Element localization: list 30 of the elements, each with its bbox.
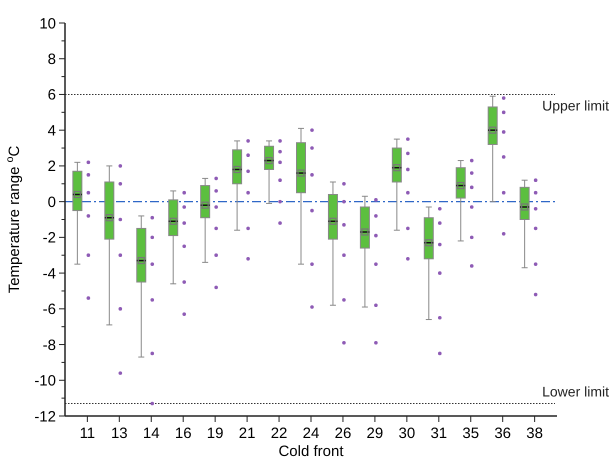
x-tick-label: 22 bbox=[270, 425, 288, 442]
x-axis-title: Cold front bbox=[278, 443, 344, 460]
x-tick-label: 31 bbox=[430, 425, 448, 442]
x-tick-label: 36 bbox=[494, 425, 512, 442]
y-tick-label: -4 bbox=[42, 265, 56, 282]
x-tick-label: 29 bbox=[366, 425, 384, 442]
y-tick-label: -10 bbox=[34, 372, 56, 390]
x-tick-label: 38 bbox=[526, 425, 543, 442]
x-tick-label: 26 bbox=[334, 425, 352, 442]
ref-line-label: Lower limit bbox=[542, 383, 610, 400]
x-tick-label: 19 bbox=[206, 425, 224, 442]
y-tick-label: 10 bbox=[39, 15, 56, 32]
x-tick-label: 35 bbox=[462, 425, 480, 442]
y-tick-label: -8 bbox=[42, 336, 56, 354]
x-tick-label: 24 bbox=[302, 425, 320, 442]
x-tick-label: 16 bbox=[174, 425, 192, 442]
y-tick-label: 0 bbox=[48, 194, 56, 211]
x-tick-label: 14 bbox=[142, 425, 160, 442]
x-tick-label: 30 bbox=[398, 425, 416, 442]
ref-line-label: Upper limit bbox=[542, 97, 610, 114]
y-tick-label: 8 bbox=[48, 50, 56, 68]
x-tick-label: 11 bbox=[80, 425, 96, 442]
x-tick-label: 21 bbox=[238, 425, 256, 442]
y-tick-label: -12 bbox=[34, 408, 56, 426]
y-tick-label: -2 bbox=[42, 230, 56, 247]
x-tick-label: 13 bbox=[110, 425, 128, 442]
y-tick-label: 6 bbox=[48, 86, 56, 104]
y-tick-label: -6 bbox=[42, 301, 56, 318]
y-tick-label: 4 bbox=[48, 122, 56, 140]
y-tick-label: 2 bbox=[48, 158, 56, 176]
